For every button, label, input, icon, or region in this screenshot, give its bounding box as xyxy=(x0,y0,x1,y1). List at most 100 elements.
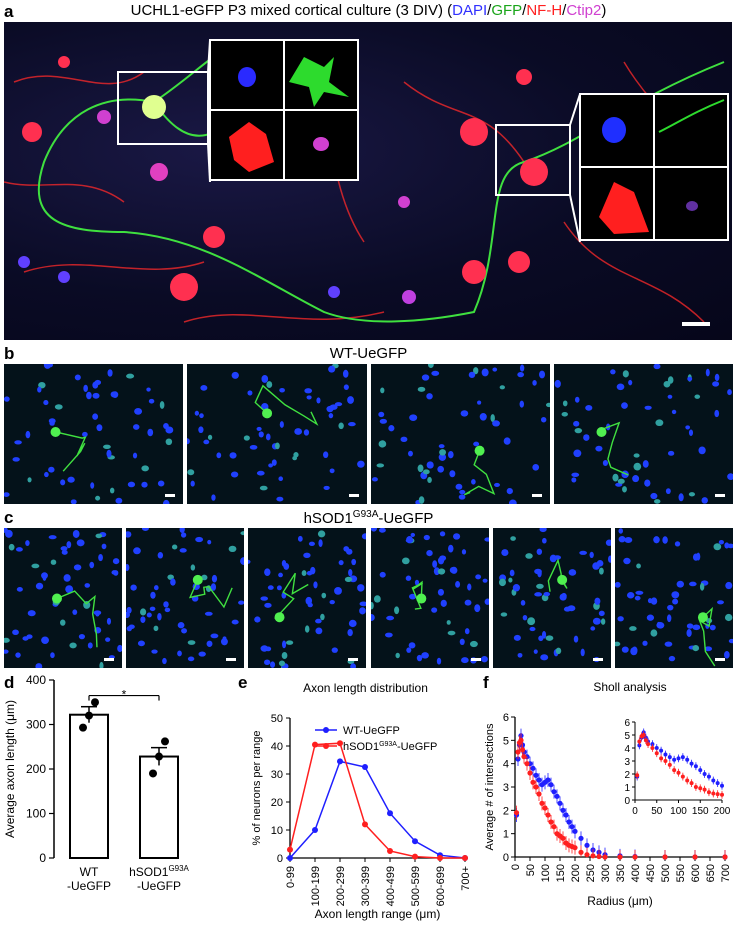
nucleus xyxy=(602,459,608,466)
nucleus xyxy=(662,536,668,544)
series-point xyxy=(560,807,566,813)
nucleus xyxy=(357,584,365,592)
nucleus xyxy=(187,469,195,476)
x-tick-label: 350 xyxy=(615,864,627,882)
nucleus xyxy=(489,414,495,423)
nucleus xyxy=(500,549,509,556)
nucleus xyxy=(458,489,465,495)
nucleus xyxy=(545,635,553,641)
chart-e: Axon length distribution 0 10 20 30 40 50 % of … xyxy=(251,681,472,921)
nucleus xyxy=(338,560,344,566)
nucleus xyxy=(513,634,521,641)
nucleus xyxy=(633,453,640,458)
data-point xyxy=(85,711,93,720)
data-point xyxy=(161,737,169,746)
nucleus xyxy=(211,494,216,501)
nucleus xyxy=(567,605,576,612)
nucleus xyxy=(493,482,500,487)
nucleus xyxy=(401,557,410,565)
panel-c-label: c xyxy=(4,508,14,527)
inset-x-tick-label: 100 xyxy=(670,806,687,817)
inset-x-tick-label: 200 xyxy=(714,806,731,817)
inset-series-point xyxy=(659,756,664,761)
significance-star: * xyxy=(122,688,127,702)
nucleus xyxy=(617,478,625,484)
series-point xyxy=(578,835,584,841)
nucleus xyxy=(323,451,329,459)
nucleus xyxy=(653,536,660,544)
nucleus xyxy=(157,480,165,487)
nucleus xyxy=(69,642,77,649)
nucleus xyxy=(447,630,455,636)
nucleus xyxy=(343,369,349,378)
nucleus xyxy=(455,483,462,490)
scale-bar xyxy=(682,322,710,326)
nucleus xyxy=(277,585,283,591)
nucleus xyxy=(138,640,146,647)
nucleus xyxy=(98,553,103,562)
soma xyxy=(697,612,708,623)
nucleus xyxy=(479,412,487,421)
nucleus xyxy=(531,464,539,471)
nucleus xyxy=(623,557,631,565)
nucleus xyxy=(258,431,265,438)
inset-series-point xyxy=(706,774,711,779)
panel-f-label: f xyxy=(483,673,489,692)
nucleus xyxy=(27,610,36,617)
nucleus xyxy=(260,485,268,491)
nucleus xyxy=(254,616,261,623)
series-point xyxy=(412,838,418,845)
x-tick-label: 200-299 xyxy=(335,866,347,906)
nucleus xyxy=(701,497,708,504)
soma xyxy=(51,593,62,604)
inset-series-point xyxy=(685,757,690,762)
nucleus xyxy=(179,528,186,534)
nucleus xyxy=(106,449,112,458)
panel-a-micrograph xyxy=(4,22,732,340)
nucleus xyxy=(348,569,353,577)
x-tick-label: 200 xyxy=(570,864,582,882)
nucleus xyxy=(591,562,600,570)
panel-c-micrograph-5 xyxy=(492,528,611,668)
nucleus xyxy=(598,567,604,575)
nucleus xyxy=(573,635,578,643)
nucleus xyxy=(359,607,367,615)
nucleus xyxy=(25,540,30,547)
series-point xyxy=(530,765,536,771)
series-point xyxy=(542,805,548,811)
x-tick-label: 300-399 xyxy=(360,866,372,906)
nucleus xyxy=(72,529,80,538)
nucleus xyxy=(179,548,187,553)
nucleus xyxy=(244,435,251,441)
nucleus xyxy=(49,421,55,426)
nucleus xyxy=(264,659,271,666)
nucleus xyxy=(43,400,49,406)
nucleus xyxy=(278,572,284,578)
nucleus xyxy=(686,629,692,637)
nucleus xyxy=(37,386,42,393)
nucleus xyxy=(454,580,460,588)
nucleus xyxy=(60,546,68,551)
nucleus xyxy=(507,577,513,583)
nucleus xyxy=(464,628,470,635)
nucleus xyxy=(643,479,651,487)
nucleus xyxy=(276,496,284,502)
y-tick-label: 400 xyxy=(26,673,46,687)
nucleus xyxy=(533,649,538,654)
y-tick-label: 4 xyxy=(503,759,509,771)
nucleus xyxy=(526,617,535,626)
nucleus xyxy=(307,602,314,608)
nucleus xyxy=(335,402,343,407)
nucleus xyxy=(201,574,208,581)
nucleus xyxy=(247,390,253,396)
nucleus xyxy=(422,469,430,475)
panel-b-image-2 xyxy=(187,364,365,502)
nucleus xyxy=(609,369,616,375)
x-tick-label: 250 xyxy=(585,864,597,882)
nucleus xyxy=(538,370,545,379)
inset-series-point xyxy=(702,787,707,792)
inset-x-tick-label: 0 xyxy=(632,806,638,817)
nucleus xyxy=(458,494,465,500)
nucleus xyxy=(589,551,594,559)
nucleus xyxy=(678,493,684,502)
